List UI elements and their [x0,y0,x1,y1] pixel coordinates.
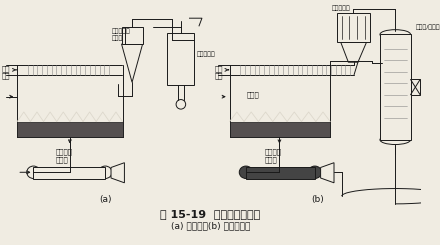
Bar [380,35,411,140]
Text: 产品出口
加热器: 产品出口 加热器 [265,148,282,163]
Bar [337,13,370,42]
Text: (b): (b) [312,195,324,204]
Text: 产品
进入: 产品 进入 [2,65,11,79]
Bar [17,122,122,137]
Text: (a): (a) [99,195,111,204]
Text: 旋风分离器
流化床: 旋风分离器 流化床 [112,29,131,41]
Polygon shape [341,42,367,62]
Bar [246,167,315,179]
Polygon shape [321,163,334,183]
Text: (a) 开启式；(b) 封闭循环式: (a) 开启式；(b) 封闭循环式 [171,221,250,230]
Polygon shape [111,163,125,183]
Polygon shape [121,44,143,82]
Ellipse shape [380,30,411,39]
Text: 虚式烘燥器: 虚式烘燥器 [197,52,216,57]
Ellipse shape [27,166,40,179]
Ellipse shape [380,135,411,145]
Text: 流化床: 流化床 [247,92,260,98]
Circle shape [176,99,186,109]
Text: 洗涤器/冷凝器: 洗涤器/冷凝器 [415,24,440,30]
Bar [168,33,194,85]
Text: 袋式过滤器: 袋式过滤器 [332,6,351,12]
Bar [33,167,105,179]
Text: 产品
入口: 产品 入口 [214,65,223,79]
Ellipse shape [239,166,253,179]
Bar [121,27,143,44]
Ellipse shape [99,166,112,179]
Bar [411,79,420,95]
Text: 产品出口
加热器: 产品出口 加热器 [55,148,73,163]
Bar [230,122,330,137]
Text: 图 15-19  流化床干燥装置: 图 15-19 流化床干燥装置 [161,209,260,219]
Ellipse shape [308,166,322,179]
